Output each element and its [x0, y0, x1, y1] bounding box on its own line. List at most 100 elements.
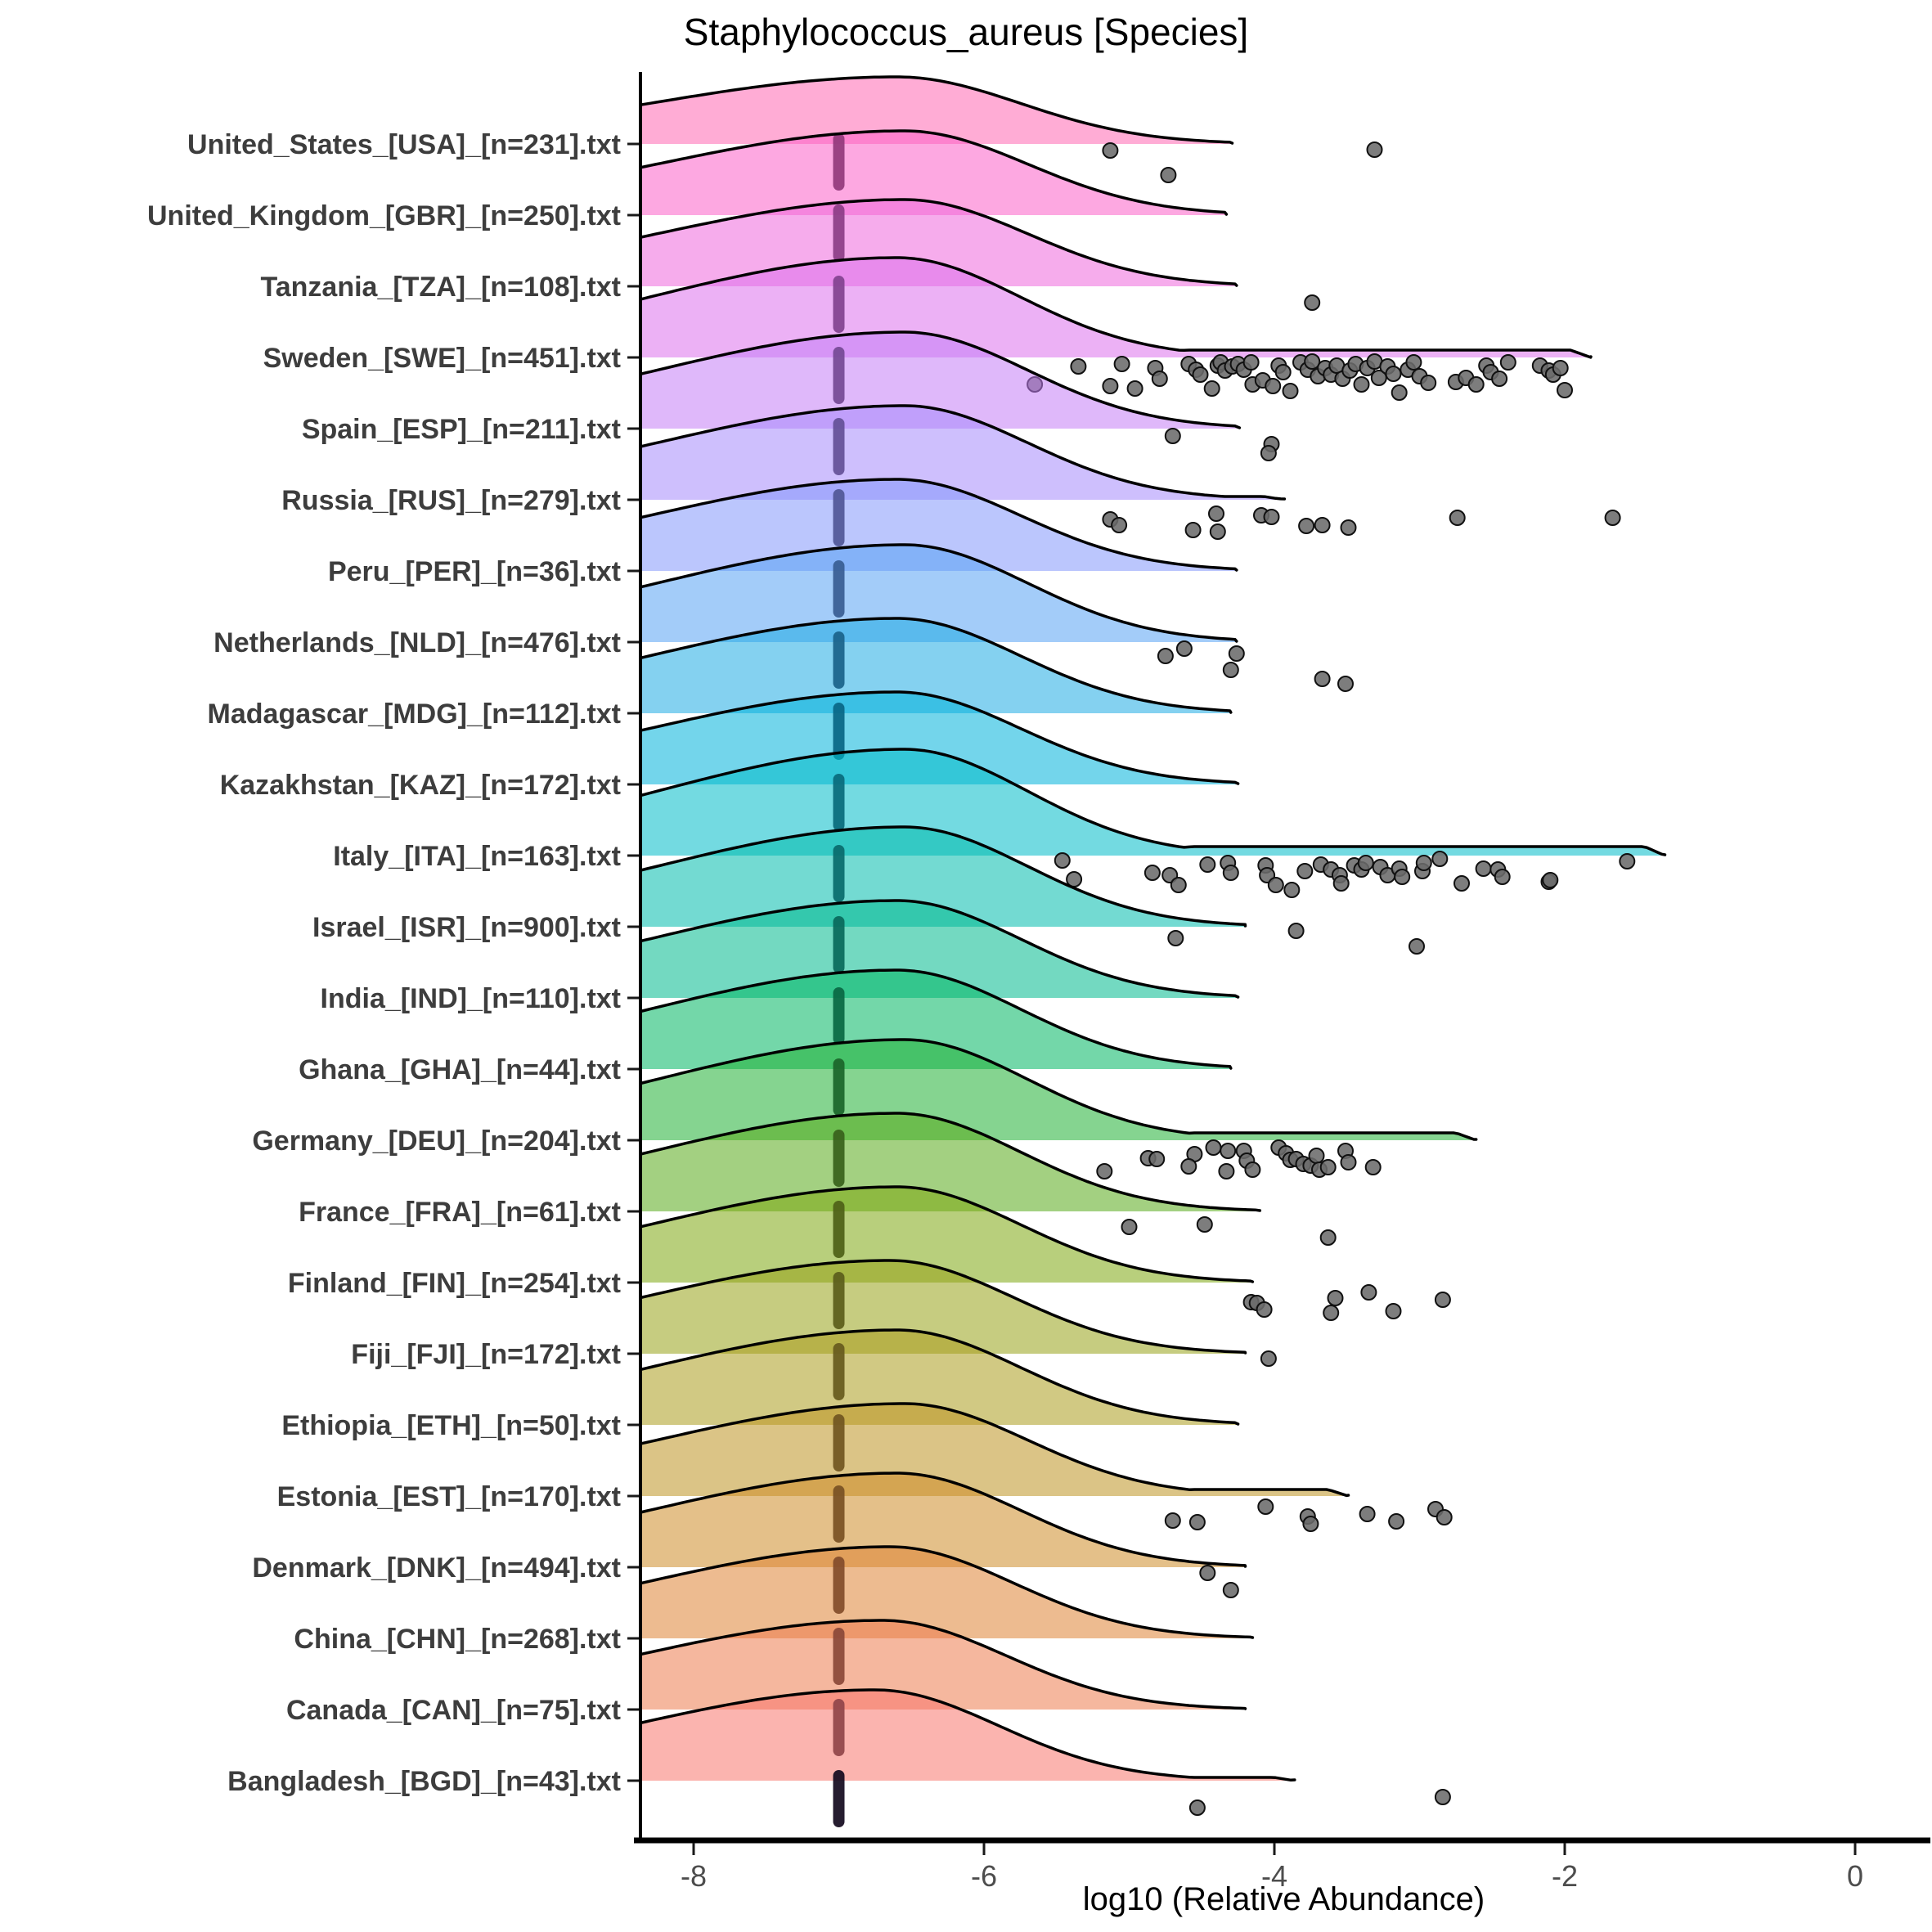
x-axis-title: log10 (Relative Abundance): [1082, 1881, 1485, 1917]
data-point-fin: [1434, 1292, 1451, 1308]
data-point-swe: [1102, 378, 1119, 394]
y-axis-label-fji: Fiji_[FJI]_[n=172].txt: [351, 1339, 621, 1370]
data-point-est: [1436, 1509, 1453, 1525]
x-tick-label: -2: [1552, 1859, 1578, 1893]
ridge-outline-can: [639, 1619, 1247, 1710]
ridge-outline-nld: [639, 543, 1238, 643]
median-bar-bgd: [833, 1770, 845, 1827]
data-point-swe: [1070, 358, 1087, 375]
data-point-isr: [1167, 930, 1184, 946]
ridge-outline-tza: [639, 198, 1238, 287]
data-point-swe: [1113, 356, 1130, 372]
ridge-outline-gha: [639, 968, 1233, 1070]
data-point-ita: [1267, 877, 1284, 893]
data-point-fji: [1260, 1350, 1277, 1367]
y-axis-label-tza: Tanzania_[TZA]_[n=108].txt: [260, 272, 621, 303]
y-axis-label-ind: India_[IND]_[n=110].txt: [321, 983, 621, 1014]
data-point-swe: [1499, 354, 1516, 371]
ridge-fill-usa: [640, 77, 1233, 144]
data-point-deu: [1096, 1163, 1113, 1179]
x-tick-label: -4: [1261, 1859, 1287, 1893]
ridge-outline-mdg: [639, 617, 1233, 714]
data-point-deu: [1218, 1163, 1235, 1179]
ridge-outline-chn: [639, 1545, 1255, 1639]
data-point-swe: [1491, 371, 1508, 387]
data-point-swe: [1420, 375, 1437, 391]
y-axis-label-bgd: Bangladesh_[BGD]_[n=43].txt: [227, 1766, 621, 1797]
ridge-fill-dnk: [640, 1473, 1246, 1567]
x-tick-label: -8: [681, 1859, 707, 1893]
data-point-est: [1164, 1512, 1181, 1529]
y-axis-label-gbr: United_Kingdom_[GBR]_[n=250].txt: [147, 200, 621, 231]
data-point-ita: [1619, 853, 1636, 869]
data-point-swe: [1304, 353, 1321, 370]
data-point-ita: [1475, 860, 1492, 877]
y-axis-label-deu: Germany_[DEU]_[n=204].txt: [252, 1126, 621, 1157]
ridge-outline-ind: [639, 899, 1240, 999]
data-point-nld: [1314, 671, 1331, 687]
y-axis-label-rus: Russia_[RUS]_[n=279].txt: [281, 485, 621, 516]
ridge-fill-esp: [640, 332, 1240, 429]
ridge-fill-bgd: [640, 1690, 1295, 1781]
ridge-fill-mdg: [640, 618, 1231, 713]
y-axis-label-ita: Italy_[ITA]_[n=163].txt: [333, 841, 621, 872]
ridge-fill-gha: [640, 970, 1231, 1069]
data-point-rus: [1184, 522, 1202, 538]
ridge-outline-fra: [639, 1112, 1262, 1212]
data-point-nld: [1228, 645, 1245, 662]
x-tick-label: 0: [1847, 1859, 1863, 1893]
data-point-swe: [1126, 380, 1143, 397]
data-point-deu: [1205, 1139, 1222, 1156]
y-axis-label-can: Canada_[CAN]_[n=75].txt: [286, 1695, 621, 1726]
y-axis-label-fin: Finland_[FIN]_[n=254].txt: [288, 1268, 621, 1299]
data-point-swe: [1557, 382, 1573, 398]
data-point-usa: [1102, 142, 1119, 159]
ridge-outline-bgd: [639, 1688, 1296, 1782]
data-point-swe: [1353, 376, 1370, 393]
data-point-dnk: [1222, 1582, 1239, 1598]
data-point-deu: [1340, 1154, 1357, 1170]
data-point-fra: [1196, 1216, 1213, 1233]
data-point-swe: [1203, 380, 1220, 397]
data-point-swe: [1192, 366, 1209, 383]
ridge-fill-tza: [640, 200, 1237, 286]
data-point-deu: [1180, 1158, 1197, 1175]
data-point-swe: [1385, 366, 1402, 382]
data-point-rus: [1111, 517, 1128, 533]
data-point-rus: [1208, 505, 1224, 522]
data-point-ita: [1283, 882, 1301, 898]
data-point-ita: [1143, 865, 1161, 881]
data-point-fra: [1121, 1219, 1138, 1235]
data-point-swe: [1151, 371, 1168, 387]
y-axis-label-est: Estonia_[EST]_[n=170].txt: [277, 1481, 621, 1512]
data-point-swe: [1282, 383, 1299, 399]
data-point-deu: [1319, 1159, 1337, 1175]
data-point-est: [1302, 1516, 1319, 1532]
data-point-deu: [1220, 1143, 1237, 1159]
data-point-rus: [1263, 509, 1280, 525]
y-axis-label-per: Peru_[PER]_[n=36].txt: [328, 556, 621, 587]
y-axis-label-esp: Spain_[ESP]_[n=211].txt: [302, 414, 621, 445]
data-point-rus: [1340, 519, 1357, 536]
ridge-fill-can: [640, 1620, 1246, 1710]
data-point-nld: [1157, 648, 1174, 664]
data-point-fra: [1319, 1229, 1337, 1246]
ridge-outline-fin: [639, 1185, 1255, 1283]
ridge-fill-fra: [640, 1113, 1260, 1211]
y-axis-label-isr: Israel_[ISR]_[n=900].txt: [312, 912, 621, 943]
data-point-fin: [1323, 1305, 1340, 1321]
y-axis-label-chn: China_[CHN]_[n=268].txt: [294, 1624, 621, 1655]
ridge-outline-kaz: [639, 690, 1240, 785]
data-point-ita: [1222, 865, 1239, 881]
data-point-rus: [1298, 518, 1315, 534]
data-point-ita: [1542, 872, 1559, 888]
data-point-swe: [1274, 364, 1292, 380]
data-point-ita: [1296, 863, 1314, 879]
data-point-deu: [1364, 1159, 1382, 1175]
y-axis-label-gha: Ghana_[GHA]_[n=44].txt: [299, 1054, 621, 1085]
data-point-swe: [1265, 378, 1282, 394]
ridge-outline-deu: [639, 1038, 1478, 1141]
ridge-outline-ita: [639, 748, 1667, 856]
